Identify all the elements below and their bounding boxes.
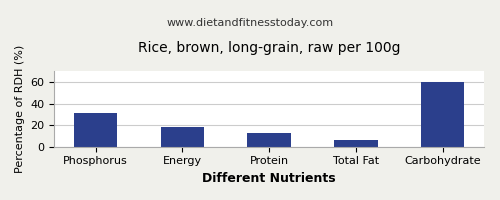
- Title: Rice, brown, long-grain, raw per 100g: Rice, brown, long-grain, raw per 100g: [138, 41, 400, 55]
- Y-axis label: Percentage of RDH (%): Percentage of RDH (%): [15, 45, 25, 173]
- X-axis label: Different Nutrients: Different Nutrients: [202, 172, 336, 185]
- Bar: [421, 82, 465, 147]
- Bar: [334, 140, 378, 147]
- Bar: [74, 113, 118, 147]
- Bar: [248, 133, 291, 147]
- Bar: [160, 127, 204, 147]
- Text: www.dietandfitnesstoday.com: www.dietandfitnesstoday.com: [166, 18, 334, 28]
